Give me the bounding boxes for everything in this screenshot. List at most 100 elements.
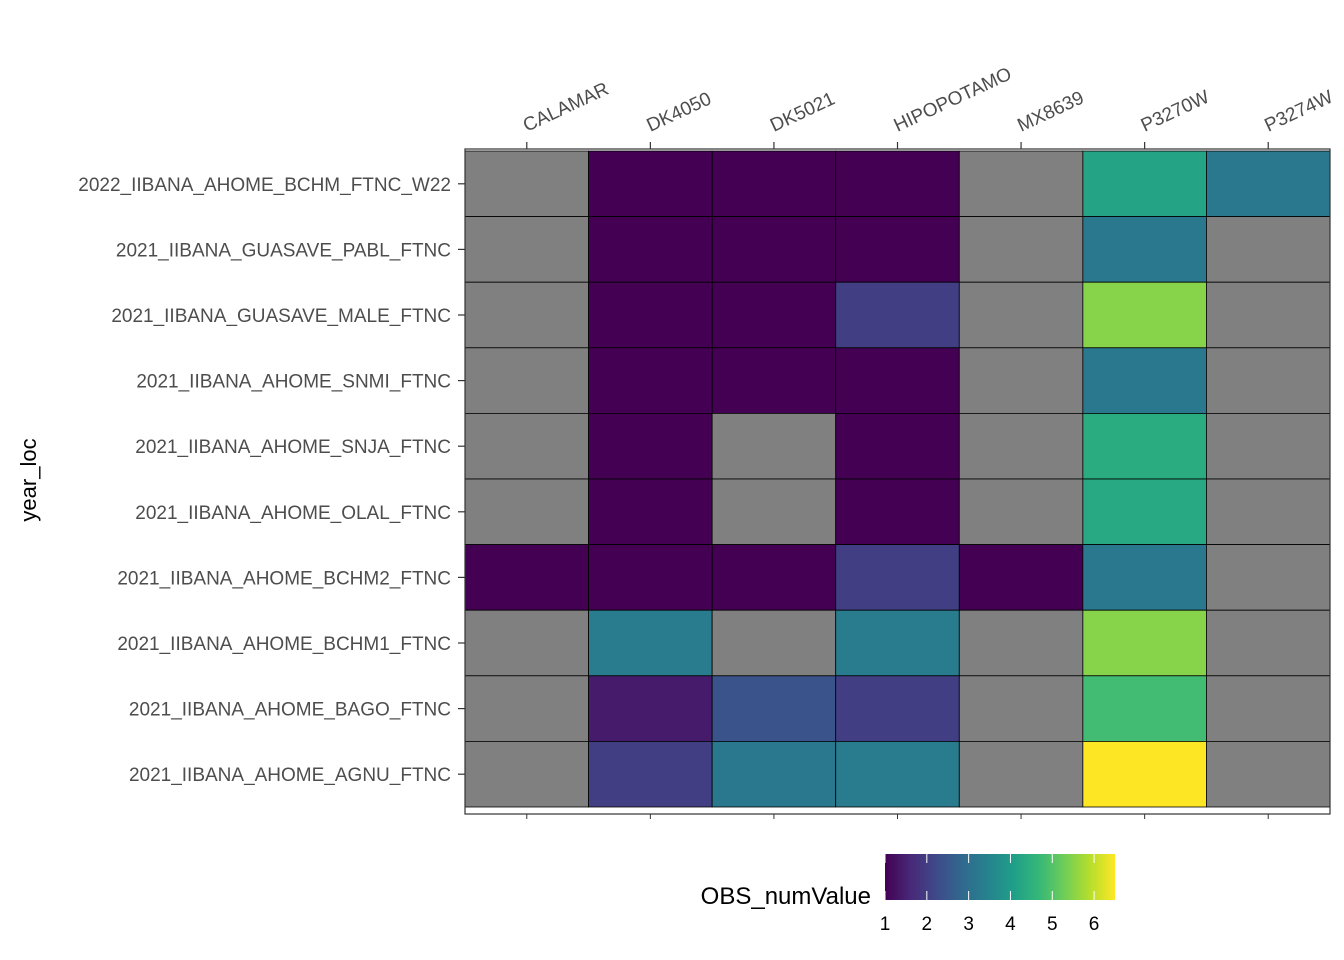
x-tick-label: P3274W bbox=[1261, 87, 1336, 137]
heatmap-cell bbox=[464, 478, 589, 545]
heatmap-cell bbox=[588, 150, 713, 217]
heatmap-cell bbox=[1206, 216, 1331, 283]
heatmap-cell bbox=[835, 281, 960, 349]
legend-tick-label: 2 bbox=[922, 914, 933, 935]
legend-tick-label: 6 bbox=[1089, 914, 1100, 935]
heatmap-cell bbox=[835, 675, 960, 742]
y-tick-label: 2021_IIBANA_AHOME_BCHM1_FTNC bbox=[117, 634, 451, 655]
y-tick-label: 2021_IIBANA_GUASAVE_MALE_FTNC bbox=[111, 306, 451, 327]
legend-colorbar bbox=[885, 854, 1115, 900]
heatmap-cell bbox=[464, 675, 589, 742]
y-tick-label: 2021_IIBANA_AHOME_BAGO_FTNC bbox=[129, 700, 451, 721]
heatmap-cell bbox=[958, 150, 1084, 217]
y-tick-label: 2021_IIBANA_AHOME_BCHM2_FTNC bbox=[117, 568, 451, 589]
heatmap-cell bbox=[711, 478, 837, 545]
heatmap-cell bbox=[958, 609, 1084, 677]
heatmap-cell bbox=[588, 478, 713, 545]
heatmap-cell bbox=[1206, 741, 1331, 808]
heatmap-cell bbox=[588, 741, 713, 808]
heatmap-cell bbox=[958, 281, 1084, 349]
heatmap-cell bbox=[464, 741, 589, 808]
y-tick-label: 2021_IIBANA_AHOME_SNJA_FTNC bbox=[135, 437, 451, 458]
heatmap-cell bbox=[711, 741, 837, 808]
heatmap-cell bbox=[1206, 675, 1331, 742]
heatmap-cell bbox=[1206, 478, 1331, 545]
heatmap-cell bbox=[1206, 412, 1331, 480]
heatmap-cell bbox=[958, 478, 1084, 545]
legend-title: OBS_numValue bbox=[701, 883, 871, 910]
heatmap-cell bbox=[1206, 544, 1331, 611]
heatmap-cell bbox=[588, 412, 713, 480]
heatmap-cell bbox=[1082, 216, 1207, 283]
heatmap-cell bbox=[464, 412, 589, 480]
heatmap-cell bbox=[588, 675, 713, 742]
heatmap-cell bbox=[835, 150, 960, 217]
heatmap-cell bbox=[1082, 150, 1207, 217]
heatmap-cell bbox=[1206, 150, 1331, 217]
heatmap-cell bbox=[835, 347, 960, 414]
heatmap-cell bbox=[711, 544, 837, 611]
heatmap-cell bbox=[711, 412, 837, 480]
heatmap-cell bbox=[464, 216, 589, 283]
heatmap-cell bbox=[835, 216, 960, 283]
heatmap-cell bbox=[1206, 609, 1331, 677]
y-tick-label: 2022_IIBANA_AHOME_BCHM_FTNC_W22 bbox=[78, 175, 451, 196]
heatmap-cell bbox=[835, 609, 960, 677]
heatmap-cell bbox=[835, 741, 960, 808]
x-tick-label: DK4050 bbox=[644, 88, 715, 136]
heatmap-cell bbox=[711, 347, 837, 414]
heatmap-cell bbox=[1082, 675, 1207, 742]
x-tick-label: HIPOPOTAMO bbox=[891, 64, 1015, 137]
y-tick-label: 2021_IIBANA_AHOME_OLAL_FTNC bbox=[135, 503, 451, 524]
heatmap-cell bbox=[1082, 478, 1207, 545]
heatmap-cell bbox=[1082, 544, 1207, 611]
heatmap-cell bbox=[464, 347, 589, 414]
heatmap-cell bbox=[711, 675, 837, 742]
heatmap-cell bbox=[958, 347, 1084, 414]
heatmap-cell bbox=[711, 150, 837, 217]
x-tick-label: CALAMAR bbox=[520, 79, 612, 137]
heatmap-cell bbox=[958, 216, 1084, 283]
y-axis: 2022_IIBANA_AHOME_BCHM_FTNC_W22 2021_IIBA… bbox=[78, 175, 465, 786]
heatmap-cell bbox=[1082, 347, 1207, 414]
legend-tick-label: 3 bbox=[963, 914, 974, 935]
heatmap-cell bbox=[464, 150, 589, 217]
heatmap-cell bbox=[958, 412, 1084, 480]
heatmap-cell bbox=[464, 281, 589, 349]
legend-tick-label: 1 bbox=[880, 914, 891, 935]
y-tick-label: 2021_IIBANA_GUASAVE_PABL_FTNC bbox=[116, 240, 451, 261]
x-tick-label: P3270W bbox=[1138, 87, 1213, 137]
heatmap-cell bbox=[835, 478, 960, 545]
heatmap-cell bbox=[1082, 741, 1207, 808]
heatmap-cell bbox=[464, 544, 589, 611]
x-tick-label: DK5021 bbox=[767, 88, 838, 136]
heatmap-cell bbox=[464, 609, 589, 677]
heatmap-cells bbox=[464, 150, 1331, 808]
heatmap-cell bbox=[958, 675, 1084, 742]
heatmap-cell bbox=[958, 741, 1084, 808]
x-tick-label: MX8639 bbox=[1014, 88, 1087, 137]
legend-tick-label: 5 bbox=[1047, 914, 1058, 935]
heatmap-cell bbox=[1082, 609, 1207, 677]
heatmap-cell bbox=[835, 544, 960, 611]
heatmap-cell bbox=[1206, 347, 1331, 414]
heatmap-cell bbox=[588, 609, 713, 677]
color-legend: OBS_numValue 1 2 3 4 5 6 bbox=[701, 854, 1115, 935]
heatmap-cell bbox=[588, 281, 713, 349]
heatmap-cell bbox=[588, 544, 713, 611]
legend-tick-label: 4 bbox=[1005, 914, 1016, 935]
y-axis-title: year_loc bbox=[16, 438, 41, 521]
heatmap-cell bbox=[1206, 281, 1331, 349]
y-tick-label: 2021_IIBANA_AHOME_AGNU_FTNC bbox=[129, 765, 451, 786]
heatmap-cell bbox=[835, 412, 960, 480]
heatmap-cell bbox=[711, 216, 837, 283]
y-tick-label: 2021_IIBANA_AHOME_SNMI_FTNC bbox=[136, 372, 451, 393]
heatmap-cell bbox=[1082, 412, 1207, 480]
heatmap-cell bbox=[1082, 281, 1207, 349]
heatmap-cell bbox=[958, 544, 1084, 611]
heatmap-cell bbox=[711, 609, 837, 677]
heatmap-cell bbox=[588, 216, 713, 283]
heatmap-cell bbox=[711, 281, 837, 349]
heatmap-cell bbox=[588, 347, 713, 414]
